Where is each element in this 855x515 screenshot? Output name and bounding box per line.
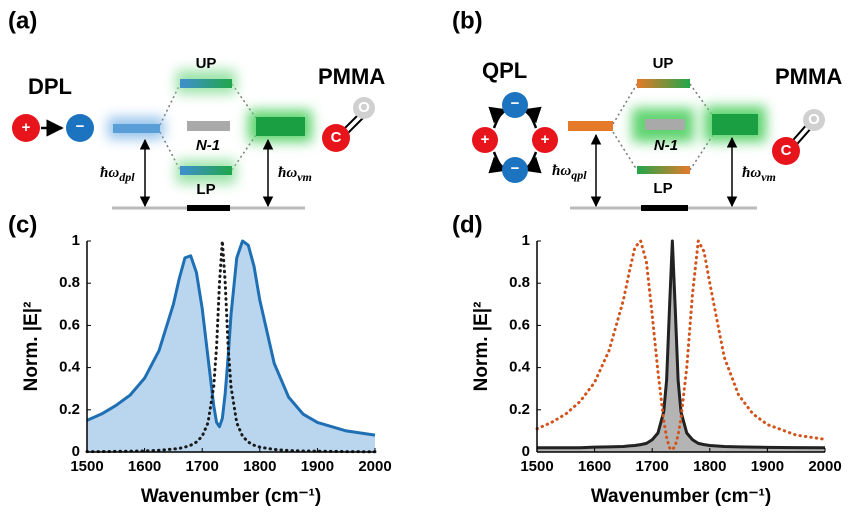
x-tick-label: 1800	[243, 458, 276, 475]
y-tick-label: 0	[72, 443, 80, 460]
energy-label: ħωvm	[278, 165, 312, 183]
energy-symbol: ħω	[552, 163, 571, 179]
atom-label: O	[358, 99, 370, 116]
y-tick-label: 0.2	[59, 401, 80, 418]
energy-symbol: ħω	[278, 165, 297, 181]
x-axis-label: Wavenumber (cm⁻¹)	[141, 486, 321, 507]
x-tick-label: 1900	[751, 458, 784, 475]
y-tick-label: 1	[72, 232, 80, 249]
energy-subscript: dpl	[119, 170, 135, 184]
dark-level	[187, 121, 230, 131]
panel-label: (c)	[8, 211, 37, 238]
panel-label: (d)	[452, 211, 483, 238]
y-tick-label: 0.4	[59, 359, 81, 376]
x-tick-label: 1800	[693, 458, 726, 475]
x-tick-label: 2000	[358, 458, 391, 475]
x-tick-label: 1700	[186, 458, 219, 475]
y-tick-label: 0.8	[59, 274, 80, 291]
coupling-lines	[612, 83, 714, 171]
panel-b: (b) QPL − + + − UP N-1 LP ħωqpl ħωvm	[452, 7, 842, 211]
energy-subscript: vm	[761, 170, 776, 184]
y-axis-label: Norm. |E|²	[471, 302, 492, 392]
line	[86, 239, 376, 437]
atom	[772, 137, 800, 165]
charge	[502, 92, 528, 118]
panel-a: (a) DPL + − UP N-1 LP ħωdpl ħωvm PMMA C	[8, 7, 385, 211]
charge	[472, 127, 498, 153]
energy-label: ħωqpl	[552, 163, 587, 181]
y-tick-label: 0.4	[509, 359, 531, 376]
charge-sign: +	[541, 131, 550, 148]
x-tick-label: 1500	[70, 458, 103, 475]
x-tick-label: 2000	[808, 458, 841, 475]
y-tick-label: 0	[522, 443, 530, 460]
panel-label: (b)	[452, 7, 483, 34]
charge-sign: +	[481, 131, 490, 148]
charge-sign: −	[76, 118, 85, 135]
energy-subscript: vm	[297, 170, 312, 184]
y-tick-label: 0.6	[509, 316, 530, 333]
atom	[803, 109, 825, 131]
level-label: N-1	[654, 137, 678, 154]
atom	[322, 124, 350, 152]
energy-label: ħωdpl	[100, 165, 135, 183]
lower-level	[180, 166, 232, 175]
source-label: DPL	[28, 74, 72, 99]
vibration-level	[256, 117, 305, 136]
y-tick-label: 0.6	[59, 316, 80, 333]
level-label: LP	[196, 181, 215, 198]
level-label: LP	[653, 180, 672, 197]
atom	[353, 97, 375, 119]
y-tick-label: 0.8	[509, 274, 530, 291]
atom-label: C	[781, 142, 792, 159]
panel-label: (a)	[8, 7, 37, 34]
atom-label: O	[808, 111, 820, 128]
molecule-label: PMMA	[775, 64, 842, 89]
vibration-level	[712, 114, 758, 135]
source-label: QPL	[482, 58, 527, 83]
level-label: N-1	[196, 137, 220, 154]
plasmon-level	[113, 124, 160, 133]
line	[535, 239, 827, 452]
x-tick-label: 1900	[301, 458, 334, 475]
charge	[502, 157, 528, 183]
atom-label: C	[331, 129, 342, 146]
energy-symbol: ħω	[742, 165, 761, 181]
level-label: UP	[196, 55, 217, 72]
energy-symbol: ħω	[100, 165, 119, 181]
chart: (d) 1500 1600 1700 1800 1900 2000 0 0.2 0.4 0.6 0.8…	[452, 211, 842, 507]
molecule-label: PMMA	[318, 64, 385, 89]
line	[85, 239, 377, 454]
energy-subscript: qpl	[571, 168, 587, 182]
energy-label: ħωvm	[742, 165, 776, 183]
line	[537, 239, 826, 450]
level-label: UP	[653, 55, 674, 72]
charge	[12, 114, 40, 142]
upper-level	[180, 79, 232, 88]
x-tick-label: 1700	[636, 458, 669, 475]
charge-sign: −	[511, 95, 520, 112]
y-tick-label: 0.2	[509, 401, 530, 418]
plasmon-level	[568, 121, 613, 131]
x-tick-label: 1500	[520, 458, 553, 475]
y-tick-label: 1	[522, 232, 530, 249]
x-tick-label: 1600	[128, 458, 161, 475]
upper-level	[637, 79, 690, 88]
y-axis-label: Norm. |E|²	[21, 302, 42, 392]
charge	[532, 127, 558, 153]
area	[87, 241, 375, 452]
chart: (c) 1500 1600 1700 1800 1900 2000 0 0.2 0.4 0.6 0.8…	[8, 211, 392, 507]
charge-sign: −	[511, 160, 520, 177]
lower-level	[637, 166, 690, 174]
dark-level	[645, 119, 685, 130]
x-axis-label: Wavenumber (cm⁻¹)	[591, 486, 771, 507]
charge-sign: +	[22, 119, 31, 136]
charge	[66, 114, 94, 142]
x-tick-label: 1600	[578, 458, 611, 475]
